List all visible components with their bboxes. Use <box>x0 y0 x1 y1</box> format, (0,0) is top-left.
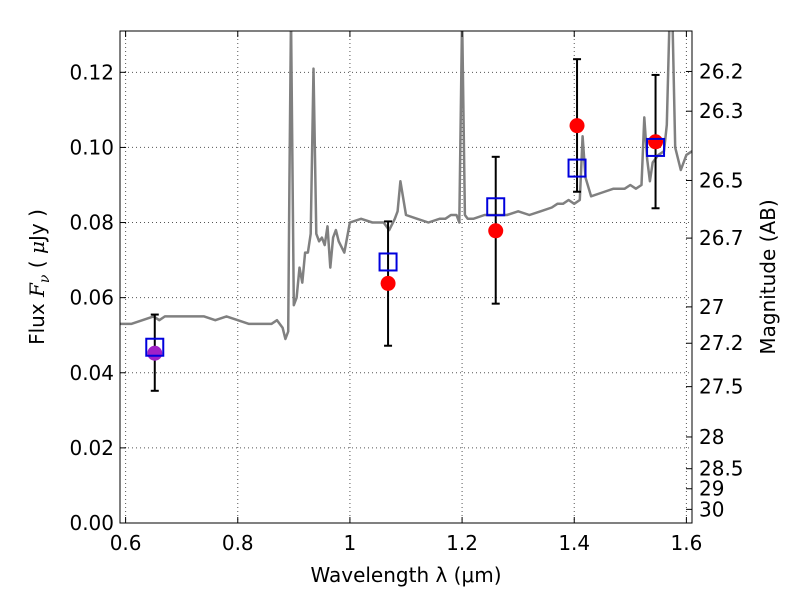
observed-point <box>569 118 585 134</box>
observed-point <box>147 345 163 361</box>
y-tick-label: 0.04 <box>69 361 114 385</box>
right-tick-label: 28.5 <box>699 457 744 481</box>
y-tick-label: 0.10 <box>69 135 114 159</box>
y-axis-label-right: Magnitude (AB) <box>756 199 780 354</box>
model-point <box>567 158 587 178</box>
observed-series <box>147 118 664 361</box>
right-tick-label: 30 <box>699 497 724 521</box>
y-label-prefix: Flux <box>25 297 49 345</box>
x-axis-label: Wavelength λ (μm) <box>310 563 501 587</box>
x-tick-label: 1 <box>344 531 357 555</box>
model-point <box>486 197 506 217</box>
model-series <box>145 137 666 357</box>
y-axis-label-left: Flux Fν ( μJy ) <box>25 209 53 345</box>
y-tick-label: 0.00 <box>69 511 114 535</box>
observed-point <box>488 223 504 239</box>
right-tick-label: 27.2 <box>699 331 744 355</box>
right-tick-label: 27.5 <box>699 375 744 399</box>
y-label-symbol: F <box>25 282 49 298</box>
x-tick-label: 1.4 <box>558 531 590 555</box>
errorbar-series <box>150 58 660 392</box>
observed-point <box>648 134 664 150</box>
plot-data-area <box>120 31 692 392</box>
model-point <box>646 137 666 157</box>
y-label-open: ( <box>25 254 49 275</box>
y-label-mu: μ <box>25 241 49 254</box>
spectrum-line <box>120 31 692 341</box>
right-tick-label: 26.3 <box>699 99 744 123</box>
right-tick-label: 26.5 <box>699 168 744 192</box>
right-tick-label: 28 <box>699 425 724 449</box>
model-point <box>145 337 165 357</box>
x-tick-label: 0.8 <box>222 531 254 555</box>
right-tick-label: 26.7 <box>699 226 744 250</box>
y-tick-label: 0.08 <box>69 211 114 235</box>
spectrum-series <box>120 31 692 341</box>
y-tick-label: 0.12 <box>69 60 114 84</box>
y-label-unit: Jy ) <box>25 209 49 243</box>
y-axis-ticks: 0.00 0.02 0.04 0.06 0.08 0.10 0.12 <box>69 60 126 535</box>
x-tick-label: 1.2 <box>446 531 478 555</box>
y-tick-label: 0.02 <box>69 436 114 460</box>
observed-point <box>380 275 396 291</box>
plot-frame <box>119 30 693 524</box>
grid-lines <box>120 31 692 524</box>
right-tick-label: 27 <box>699 295 724 319</box>
model-point <box>378 252 398 272</box>
right-tick-label: 29 <box>699 477 724 501</box>
right-tick-label: 26.2 <box>699 59 744 83</box>
x-tick-label: 0.6 <box>110 531 142 555</box>
x-tick-label: 1.6 <box>670 531 702 555</box>
y-tick-label: 0.06 <box>69 286 114 310</box>
y-label-subscript: ν <box>37 274 53 283</box>
x-axis-ticks: 0.6 0.8 1 1.2 1.4 1.6 <box>110 31 702 555</box>
